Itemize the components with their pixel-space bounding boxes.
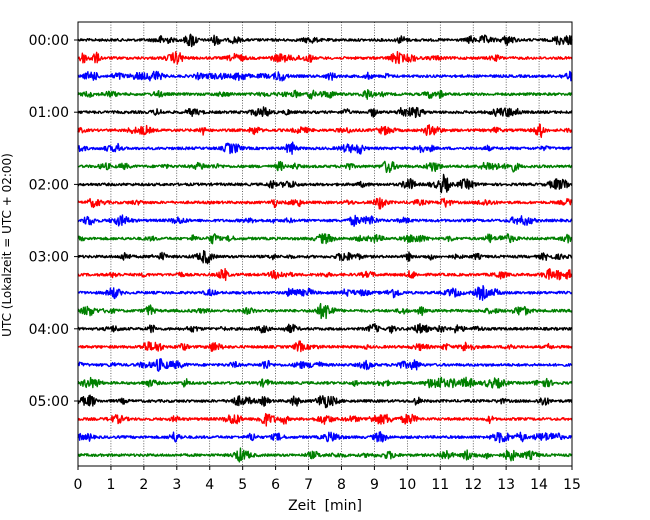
y-tick-label: 05:00 bbox=[29, 394, 69, 410]
trace-0545 bbox=[77, 447, 573, 463]
trace-0300 bbox=[77, 249, 573, 265]
x-tick-label: 3 bbox=[172, 477, 181, 493]
trace-group bbox=[77, 33, 573, 463]
trace-0015 bbox=[77, 50, 573, 65]
trace-0445 bbox=[77, 376, 573, 389]
trace-0215 bbox=[77, 197, 573, 210]
x-tick-label: 0 bbox=[74, 477, 83, 493]
x-axis: 0 1 2 3 4 5 6 7 8 9 10 11 12 13 14 15 bbox=[74, 466, 581, 493]
x-tick-label: 5 bbox=[238, 477, 247, 493]
x-tick-label: 9 bbox=[370, 477, 379, 493]
y-tick-label: 02:00 bbox=[29, 177, 69, 193]
x-tick-label: 11 bbox=[431, 477, 449, 493]
x-tick-label: 7 bbox=[304, 477, 313, 493]
trace-0115 bbox=[77, 123, 573, 139]
trace-0030 bbox=[77, 70, 573, 82]
y-tick-label: 04:00 bbox=[29, 322, 69, 338]
x-tick-label: 8 bbox=[337, 477, 346, 493]
x-tick-label: 2 bbox=[139, 477, 148, 493]
x-tick-label: 1 bbox=[106, 477, 115, 493]
y-tick-label: 01:00 bbox=[29, 105, 69, 121]
trace-0415 bbox=[77, 340, 573, 353]
y-axis-label: UTC (Lokalzeit = UTC + 02:00) bbox=[0, 153, 14, 337]
trace-0045 bbox=[77, 89, 573, 100]
trace-0230 bbox=[77, 214, 573, 227]
trace-0200 bbox=[77, 173, 573, 194]
trace-0500 bbox=[77, 394, 573, 409]
trace-0245 bbox=[77, 233, 573, 245]
trace-0515 bbox=[77, 412, 573, 427]
trace-0345 bbox=[77, 302, 573, 320]
y-tick-label: 03:00 bbox=[29, 250, 69, 266]
trace-0315 bbox=[77, 267, 573, 282]
plot-frame bbox=[77, 21, 573, 467]
y-axis: 00:00 01:00 02:00 03:00 04:00 05:00 bbox=[29, 33, 78, 410]
x-tick-label: 15 bbox=[563, 477, 581, 493]
x-tick-label: 6 bbox=[271, 477, 280, 493]
trace-0145 bbox=[77, 160, 573, 174]
trace-0330 bbox=[77, 285, 573, 301]
trace-0430 bbox=[77, 357, 573, 372]
trace-0400 bbox=[77, 322, 573, 334]
trace-0100 bbox=[77, 106, 573, 119]
trace-0130 bbox=[77, 141, 573, 155]
x-tick-label: 12 bbox=[464, 477, 482, 493]
x-tick-label: 10 bbox=[398, 477, 416, 493]
x-tick-label: 14 bbox=[530, 477, 548, 493]
trace-0000 bbox=[77, 33, 573, 48]
trace-0530 bbox=[77, 431, 573, 444]
x-tick-label: 4 bbox=[205, 477, 214, 493]
y-tick-label: 00:00 bbox=[29, 33, 69, 49]
x-axis-label: Zeit [min] bbox=[288, 498, 362, 514]
x-tick-label: 13 bbox=[497, 477, 515, 493]
minute-grid bbox=[110, 22, 540, 466]
